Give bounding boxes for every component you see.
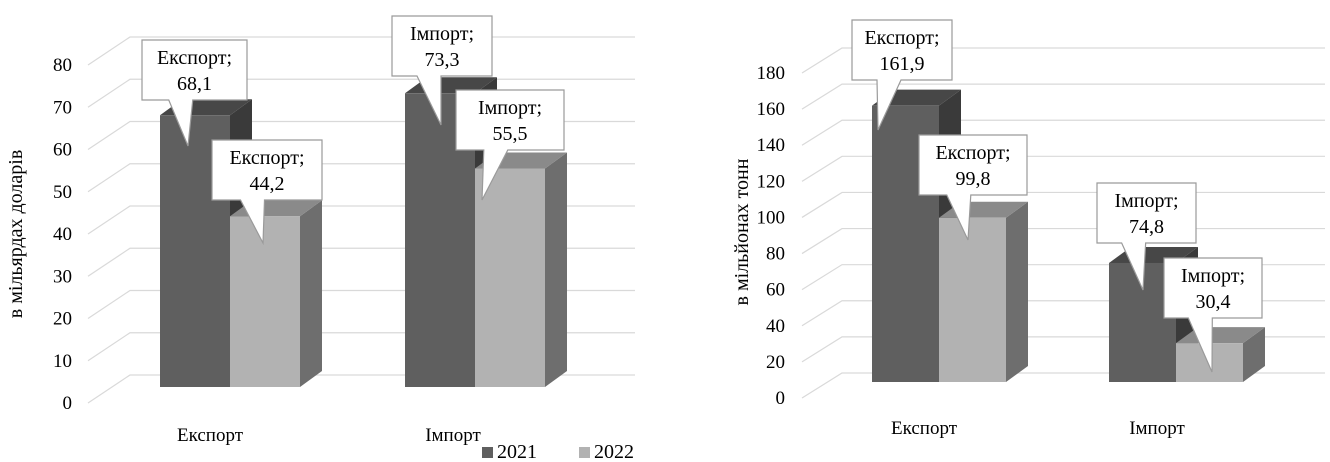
gridline [801,83,1325,110]
data-label-name: Експорт; [157,47,232,69]
y-tick-label: 0 [63,393,73,414]
bar-side [545,152,567,387]
data-label-value: 55,5 [493,123,528,145]
category-label: Експорт [177,425,244,446]
gridline [801,119,1325,146]
y-tick-label: 180 [757,63,786,84]
y-tick-label: 30 [53,266,72,287]
callout-box [1163,257,1263,373]
y-axis-label: в мільйонах тонн [731,158,753,305]
callout-box [211,139,323,246]
y-tick-label: 80 [53,55,72,76]
data-label-name: Експорт; [864,27,939,49]
callout-box [391,15,493,126]
data-label-name: Імпорт; [1181,265,1245,287]
data-label-value: 73,3 [425,49,460,71]
data-label-callout: Імпорт; 74,8 [1096,182,1197,291]
y-tick-label: 40 [766,316,785,337]
y-axis-label: в мільярдах доларів [5,150,27,319]
data-label-name: Експорт; [229,147,304,169]
y-tick-label: 60 [766,280,785,301]
data-label-value: 44,2 [250,173,285,195]
data-label-value: 99,8 [956,168,991,190]
legend: 2021 2022 [482,441,634,462]
bar-side [1006,201,1028,382]
y-tick-label: 0 [776,388,786,409]
data-label-value: 68,1 [177,73,212,95]
legend-swatch [579,447,590,458]
bar-front [475,168,545,387]
callout-box [1096,182,1197,291]
y-tick-label: 160 [757,99,786,120]
callout-box [455,89,565,201]
data-label-callout: Імпорт; 30,4 [1163,257,1263,373]
bar-2022-Експорт [230,200,322,387]
data-label-name: Імпорт; [478,97,542,119]
chart-panel-2: 0 20 40 60 80 100 120 140 160 180 в мільйонах тонн… [731,19,1325,439]
gridline [801,47,1325,74]
data-label-callout: Імпорт; 55,5 [455,89,565,201]
y-tick-label: 40 [53,224,72,245]
y-tick-label: 20 [53,309,72,330]
data-label-callout: Експорт; 99,8 [918,134,1028,241]
y-tick-label: 20 [766,352,785,373]
data-label-name: Імпорт; [410,23,474,45]
y-tick-label: 80 [766,244,785,265]
bar-side [1243,327,1265,382]
data-label-name: Імпорт; [1114,190,1178,212]
category-label: Експорт [891,418,958,439]
data-label-callout: Експорт; 68,1 [141,39,248,147]
data-label-callout: Експорт; 161,9 [851,19,953,131]
y-tick-label: 50 [53,182,72,203]
category-label: Імпорт [425,425,481,446]
data-label-value: 161,9 [880,53,925,75]
data-label-callout: Експорт; 44,2 [211,139,323,246]
chart-panel-1: 0 10 20 30 40 50 60 70 80 в мільярдах доларів Експ… [5,15,635,446]
legend-label: 2021 [497,441,537,462]
y-tick-label: 10 [53,351,72,372]
y-tick-label: 60 [53,140,72,161]
callout-box [851,19,953,131]
gridline [801,155,1325,182]
y-tick-label: 100 [757,207,786,228]
legend-label: 2022 [594,441,634,462]
bar-2022-Імпорт [1176,327,1265,382]
bar-front [939,217,1006,382]
y-tick-label: 120 [757,171,786,192]
data-label-value: 30,4 [1196,291,1231,313]
data-label-name: Експорт; [935,142,1010,164]
callout-box [918,134,1028,241]
y-tick-label: 70 [53,97,72,118]
y-tick-label: 140 [757,135,786,156]
callout-box [141,39,248,147]
category-label: Імпорт [1129,418,1185,439]
bar-side [300,200,322,387]
data-label-value: 74,8 [1129,216,1164,238]
data-label-callout: Імпорт; 73,3 [391,15,493,126]
bar-front [230,216,300,387]
legend-swatch [482,447,493,458]
bar-2022-Експорт [939,201,1028,382]
